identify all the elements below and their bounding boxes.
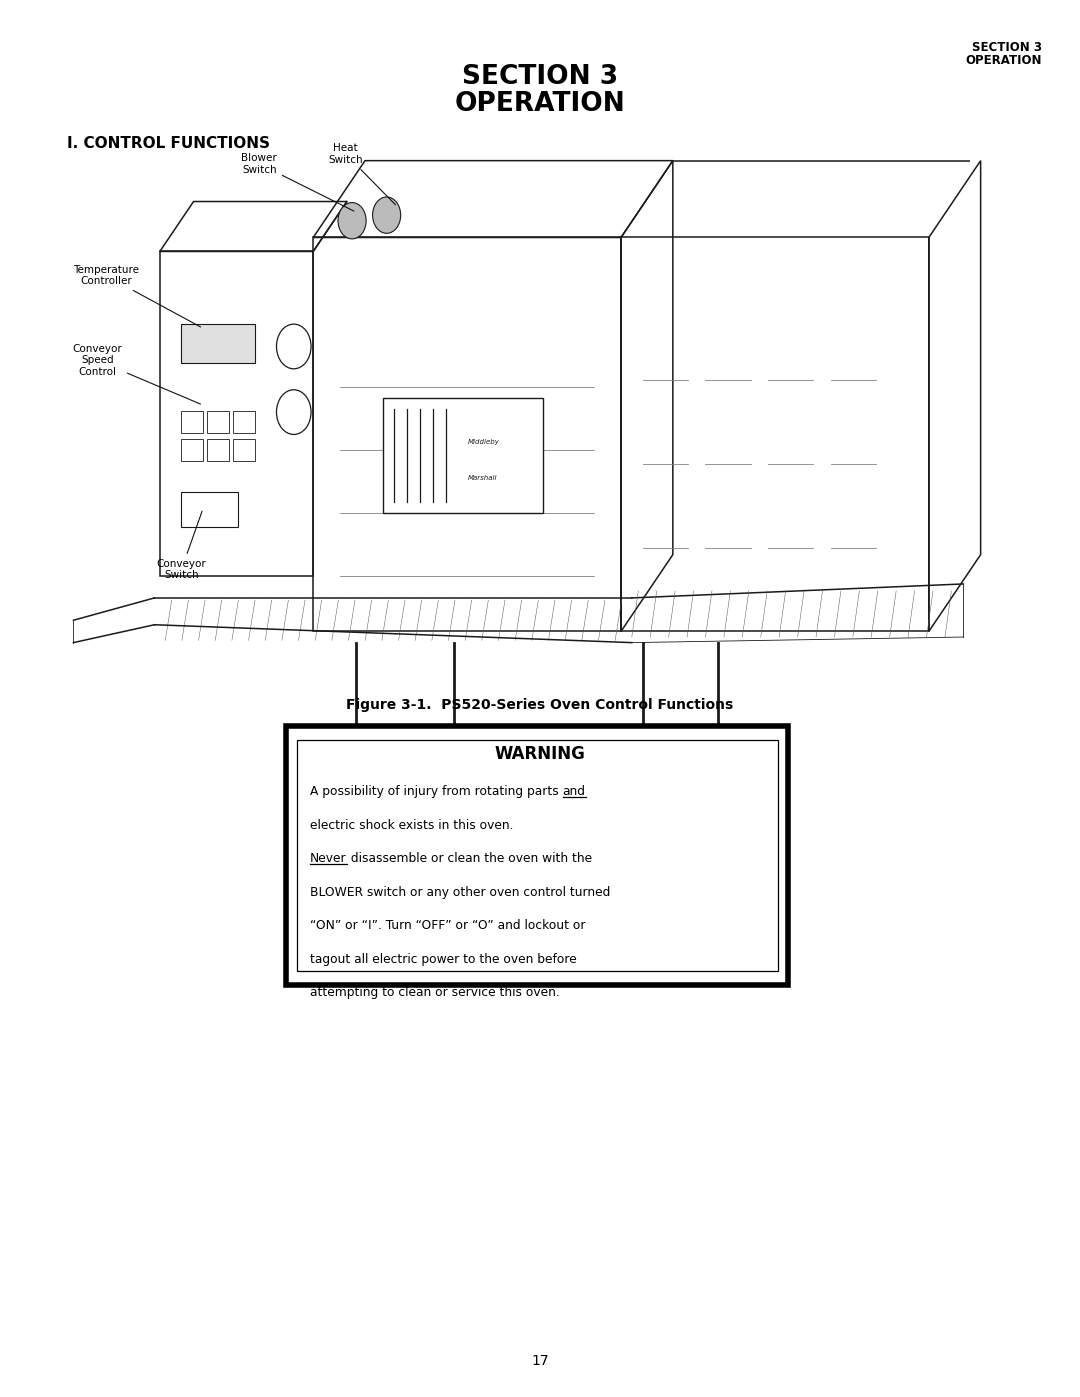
Text: electric shock exists in this oven.: electric shock exists in this oven.: [310, 819, 513, 831]
Circle shape: [338, 203, 366, 239]
Text: BLOWER switch or any other oven control turned: BLOWER switch or any other oven control …: [310, 886, 610, 898]
Text: OPERATION: OPERATION: [966, 54, 1042, 67]
Text: A possibility of injury from rotating parts: A possibility of injury from rotating pa…: [310, 785, 563, 798]
Bar: [181, 411, 203, 433]
Text: Heat
Switch: Heat Switch: [328, 144, 395, 205]
Text: attempting to clean or service this oven.: attempting to clean or service this oven…: [310, 986, 559, 999]
Text: Blower
Switch: Blower Switch: [241, 154, 354, 211]
Bar: [181, 492, 238, 527]
Text: SECTION 3: SECTION 3: [462, 64, 618, 91]
Bar: [207, 411, 229, 433]
Text: Middleby: Middleby: [468, 439, 500, 444]
Circle shape: [373, 197, 401, 233]
Text: OPERATION: OPERATION: [455, 91, 625, 117]
Bar: [181, 324, 255, 363]
Text: Marshall: Marshall: [468, 475, 497, 482]
Text: WARNING: WARNING: [495, 745, 585, 763]
Text: Conveyor
Switch: Conveyor Switch: [157, 511, 206, 580]
Text: tagout all electric power to the oven before: tagout all electric power to the oven be…: [310, 953, 577, 965]
Text: 17: 17: [531, 1354, 549, 1368]
Text: I. CONTROL FUNCTIONS: I. CONTROL FUNCTIONS: [67, 136, 270, 151]
Bar: [181, 439, 203, 461]
Bar: [297, 740, 778, 971]
Text: Never: Never: [310, 852, 347, 865]
Bar: [286, 726, 788, 985]
Text: SECTION 3: SECTION 3: [972, 41, 1042, 53]
Bar: [383, 398, 543, 513]
Text: disassemble or clean the oven with the: disassemble or clean the oven with the: [347, 852, 592, 865]
Text: Temperature
Controller: Temperature Controller: [72, 265, 201, 327]
Bar: [233, 439, 255, 461]
Bar: [233, 411, 255, 433]
Text: Conveyor
Speed
Control: Conveyor Speed Control: [72, 344, 201, 404]
Text: “ON” or “I”. Turn “OFF” or “O” and lockout or: “ON” or “I”. Turn “OFF” or “O” and locko…: [310, 919, 585, 932]
Text: Figure 3-1.  PS520-Series Oven Control Functions: Figure 3-1. PS520-Series Oven Control Fu…: [347, 698, 733, 712]
Text: and: and: [563, 785, 585, 798]
Bar: [207, 439, 229, 461]
